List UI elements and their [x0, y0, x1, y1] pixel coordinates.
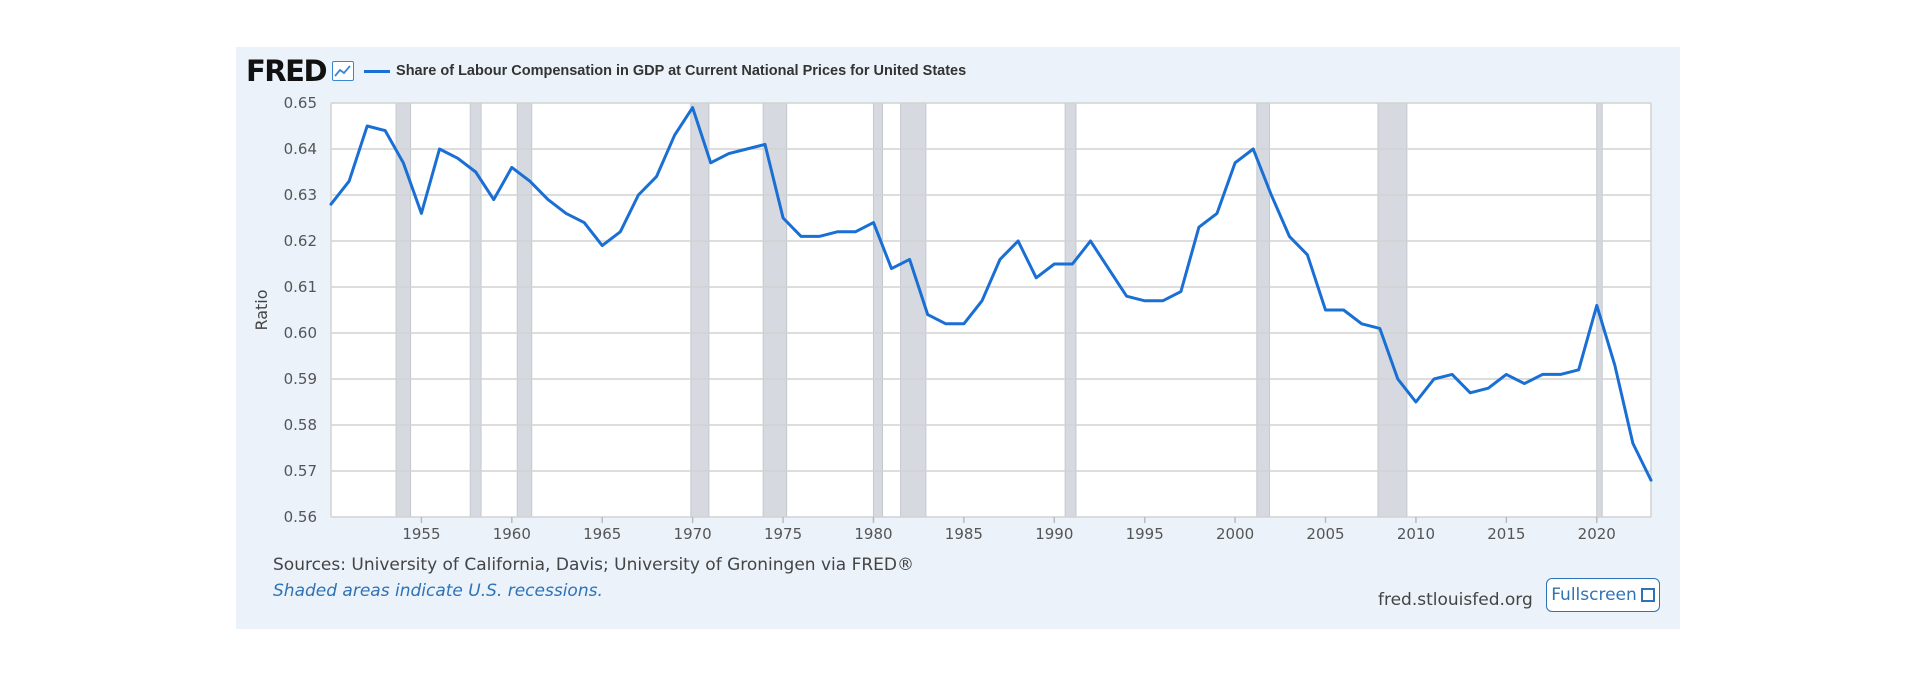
x-tick-label: 1960 [493, 525, 531, 543]
legend-series-title: Share of Labour Compensation in GDP at C… [396, 63, 967, 79]
fullscreen-label: Fullscreen [1551, 585, 1637, 605]
fullscreen-button[interactable]: Fullscreen [1546, 578, 1660, 612]
series-line [329, 106, 1653, 482]
x-axis-ticks: 1955 1960 1965 1970 1975 1980 1985 1990 1995 2000… [402, 517, 1616, 543]
x-tick-label: 2005 [1306, 525, 1344, 543]
y-tick-label: 0.58 [284, 416, 317, 434]
x-tick-label: 2020 [1578, 525, 1616, 543]
x-tick-label: 1970 [674, 525, 712, 543]
recession-band [1377, 102, 1408, 518]
recession-bands [395, 102, 1603, 518]
x-tick-label: 1965 [583, 525, 621, 543]
recession-band [872, 102, 884, 518]
recession-band [762, 102, 788, 518]
y-tick-label: 0.62 [284, 232, 317, 250]
y-tick-label: 0.59 [284, 370, 317, 388]
x-tick-label: 2000 [1216, 525, 1254, 543]
y-tick-label: 0.56 [284, 508, 317, 526]
chart-header: FRED Share of Labour Compensation in GDP… [246, 55, 966, 87]
y-tick-label: 0.65 [284, 94, 317, 112]
x-tick-label: 1995 [1126, 525, 1164, 543]
y-tick-label: 0.57 [284, 462, 317, 480]
x-tick-label: 2015 [1487, 525, 1525, 543]
chart-card: 0.56 0.57 0.58 0.59 0.60 0.61 0.62 0.63 0.64 0.65… [236, 47, 1680, 629]
recession-band [690, 102, 710, 518]
fullscreen-icon [1640, 588, 1655, 602]
recession-band [516, 102, 533, 518]
recession-band [469, 102, 482, 518]
recession-band [900, 102, 927, 518]
x-tick-label: 1975 [764, 525, 802, 543]
x-tick-label: 1980 [854, 525, 892, 543]
y-axis-ticks: 0.56 0.57 0.58 0.59 0.60 0.61 0.62 0.63 0.64 0.65 [284, 94, 317, 526]
y-axis-label: Ratio [252, 289, 271, 330]
x-tick-label: 1990 [1035, 525, 1073, 543]
fred-logo[interactable]: FRED [246, 54, 328, 88]
sources-text: Sources: University of California, Davis… [273, 555, 915, 575]
legend-line-swatch [364, 69, 391, 73]
chart: 0.56 0.57 0.58 0.59 0.60 0.61 0.62 0.63 0.64 0.65… [252, 94, 1653, 543]
x-tick-label: 2010 [1397, 525, 1435, 543]
gridlines [330, 102, 1652, 518]
y-tick-label: 0.60 [284, 324, 317, 342]
plot-area [331, 103, 1651, 517]
x-tick-label: 1955 [402, 525, 440, 543]
y-tick-label: 0.63 [284, 186, 317, 204]
x-tick-label: 1985 [945, 525, 983, 543]
y-tick-label: 0.61 [284, 278, 317, 296]
y-tick-label: 0.64 [284, 140, 317, 158]
recession-note-link[interactable]: Shaded areas indicate U.S. recessions. [273, 581, 603, 601]
chart-trend-icon [332, 61, 355, 81]
site-url[interactable]: fred.stlouisfed.org [1378, 590, 1533, 610]
recession-band [1064, 102, 1077, 518]
